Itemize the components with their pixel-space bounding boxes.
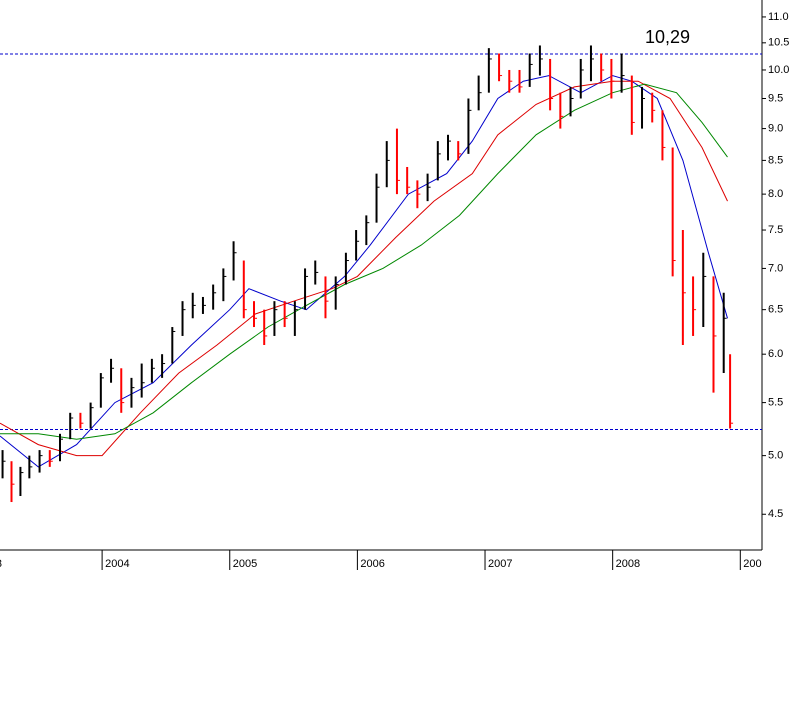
- y-tick-label: 10.5: [768, 37, 789, 49]
- y-tick-label: 6.0: [768, 348, 783, 360]
- y-tick-label: 9.5: [768, 92, 783, 104]
- y-tick-label: 6.5: [768, 304, 783, 316]
- y-tick-label: 7.5: [768, 224, 783, 236]
- y-tick-label: 5.5: [768, 397, 783, 409]
- y-tick-label: 7.0: [768, 262, 783, 274]
- x-tick-label: 2008: [616, 558, 640, 570]
- y-tick-label: 8.5: [768, 154, 783, 166]
- y-tick-label: 5.0: [768, 450, 783, 462]
- moving-average: [0, 80, 728, 457]
- x-tick-label: 2003: [0, 558, 2, 570]
- x-tick-label: 2007: [488, 558, 512, 570]
- x-tick-label: 2005: [233, 558, 257, 570]
- reference-label: 10,29: [645, 27, 690, 47]
- x-tick-label: 2004: [105, 558, 129, 570]
- plot-area: 2003 2004 2005 2006 2007 2008 2009: [0, 45, 767, 570]
- x-tick-label: 2009: [743, 558, 767, 570]
- y-tick-label: 4.5: [768, 508, 783, 520]
- y-tick-label: 9.0: [768, 122, 783, 134]
- y-tick-label: 10.0: [768, 64, 789, 76]
- x-tick-label: 2006: [360, 558, 384, 570]
- y-tick-label: 8.0: [768, 188, 783, 200]
- moving-average: [0, 83, 728, 440]
- y-tick-label: 11.0: [768, 11, 789, 23]
